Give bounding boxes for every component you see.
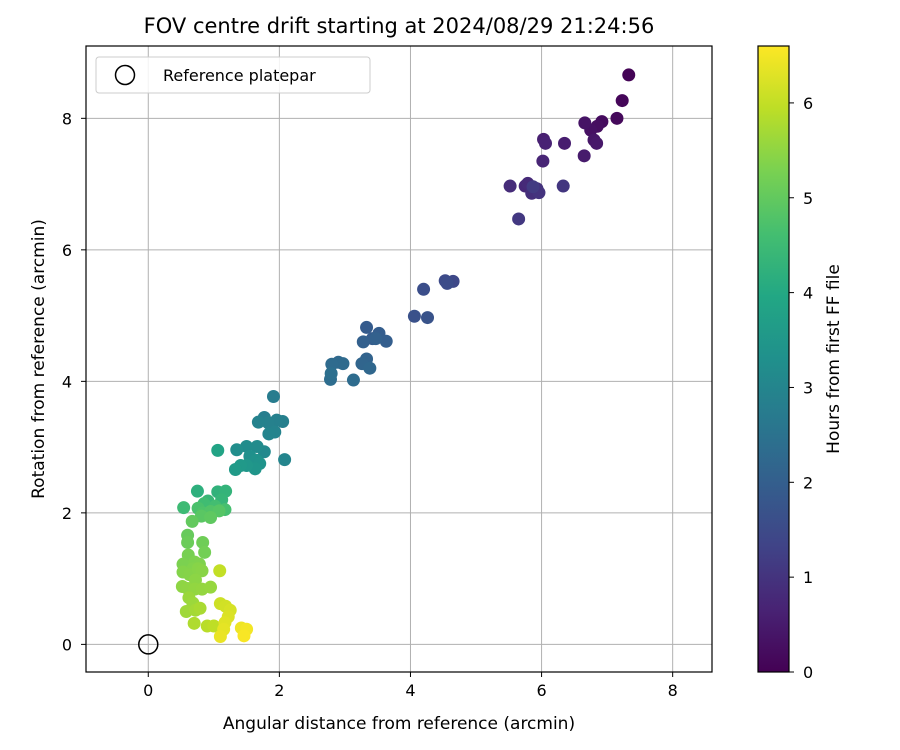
colorbar-tick-label-4: 4 <box>803 284 813 303</box>
colorbar-title: Hours from first FF file <box>824 264 844 454</box>
data-point-27 <box>407 309 421 323</box>
axis-ticks: 0 2 4 6 8 0 2 4 6 8 <box>62 109 678 700</box>
data-point-63 <box>228 462 242 476</box>
data-point-43 <box>324 366 338 380</box>
data-point-54 <box>250 439 264 453</box>
data-point-115 <box>213 629 227 643</box>
data-point-41 <box>346 373 360 387</box>
y-tick-label-4: 4 <box>62 372 72 391</box>
data-point-13 <box>536 154 550 168</box>
data-point-16 <box>503 179 517 193</box>
reference-marker-group <box>138 634 159 655</box>
legend-label-reference-platepar: Reference platepar <box>163 66 316 85</box>
data-point-21 <box>512 212 526 226</box>
data-point-82 <box>181 535 195 549</box>
data-point-6 <box>578 116 592 130</box>
data-point-83 <box>196 535 210 549</box>
data-point-25 <box>440 276 454 290</box>
x-tick-label-0: 0 <box>143 681 153 700</box>
data-point-34 <box>369 332 383 346</box>
y-tick-label-0: 0 <box>62 635 72 654</box>
data-point-99 <box>204 580 218 594</box>
data-point-9 <box>577 149 591 163</box>
x-axis-title: Angular distance from reference (arcmin) <box>223 714 575 734</box>
data-point-1 <box>615 94 629 108</box>
data-point-37 <box>363 361 377 375</box>
data-point-80 <box>185 514 199 528</box>
data-point-48 <box>261 416 275 430</box>
data-point-65 <box>190 484 204 498</box>
data-point-93 <box>195 564 209 578</box>
data-point-105 <box>187 616 201 630</box>
data-point-2 <box>610 111 624 125</box>
colorbar-tick-label-6: 6 <box>803 94 813 113</box>
data-point-108 <box>213 564 227 578</box>
y-tick-label-6: 6 <box>62 241 72 260</box>
data-point-84 <box>198 545 212 559</box>
colorbar-tick-label-0: 0 <box>803 663 813 682</box>
grid-lines <box>86 46 712 672</box>
y-tick-label-8: 8 <box>62 109 72 128</box>
data-point-56 <box>230 443 244 457</box>
x-tick-label-8: 8 <box>668 681 678 700</box>
x-tick-label-6: 6 <box>536 681 546 700</box>
colorbar: 0 1 2 3 4 5 6 Hours from first FF file <box>757 45 844 682</box>
data-point-12 <box>539 136 553 150</box>
data-point-70 <box>177 501 191 515</box>
colorbar-gradient <box>757 45 790 673</box>
colorbar-tick-label-5: 5 <box>803 189 813 208</box>
colorbar-tick-label-3: 3 <box>803 378 813 397</box>
data-point-0 <box>622 68 636 82</box>
data-point-51 <box>262 427 276 441</box>
data-point-8 <box>590 136 604 150</box>
data-point-79 <box>204 510 218 524</box>
data-point-39 <box>336 357 350 371</box>
data-point-10 <box>558 136 572 150</box>
legend-box <box>95 56 371 94</box>
data-point-22 <box>526 180 540 194</box>
legend-marker-open-circle <box>114 64 136 86</box>
legend: Reference platepar <box>95 56 371 94</box>
data-point-44 <box>266 389 280 403</box>
data-point-33 <box>356 335 370 349</box>
data-point-64 <box>211 443 225 457</box>
x-tick-label-4: 4 <box>405 681 415 700</box>
scatter-points <box>175 68 636 643</box>
data-point-26 <box>417 282 431 296</box>
y-axis-title: Rotation from reference (arcmin) <box>29 219 49 499</box>
data-point-107 <box>207 619 221 633</box>
plot-frame <box>85 45 713 673</box>
data-point-55 <box>240 439 254 453</box>
data-point-104 <box>193 601 207 615</box>
data-point-118 <box>237 629 251 643</box>
colorbar-tick-label-2: 2 <box>803 473 813 492</box>
data-point-29 <box>360 320 374 334</box>
data-point-28 <box>421 311 435 325</box>
chart-title: FOV centre drift starting at 2024/08/29 … <box>144 14 655 38</box>
data-point-49 <box>251 415 265 429</box>
data-point-52 <box>278 453 292 467</box>
reference-marker <box>138 634 159 655</box>
y-tick-label-2: 2 <box>62 504 72 523</box>
colorbar-ticks: 0 1 2 3 4 5 6 <box>789 94 813 682</box>
x-tick-label-2: 2 <box>274 681 284 700</box>
colorbar-tick-label-1: 1 <box>803 568 813 587</box>
data-point-20 <box>556 179 570 193</box>
data-point-32 <box>379 334 393 348</box>
